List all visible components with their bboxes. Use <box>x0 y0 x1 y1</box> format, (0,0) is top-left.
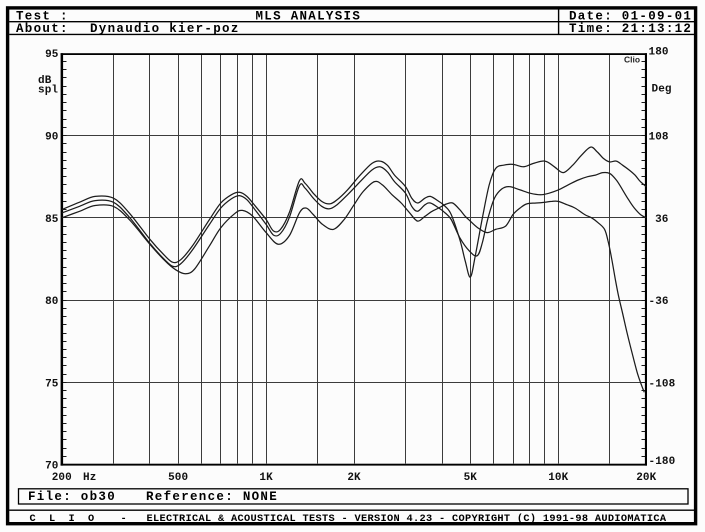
svg-text:File: ob30: File: ob30 <box>28 490 116 504</box>
svg-text:2K: 2K <box>347 472 361 484</box>
svg-text:-180: -180 <box>649 456 676 468</box>
svg-text:108: 108 <box>649 132 669 144</box>
svg-text:10K: 10K <box>548 472 568 484</box>
svg-text:About:: About: <box>16 22 69 36</box>
svg-text:-36: -36 <box>649 296 669 308</box>
svg-text:Deg: Deg <box>652 84 672 96</box>
svg-text:-108: -108 <box>649 378 676 390</box>
svg-text:95: 95 <box>45 49 59 61</box>
svg-text:C L I O - ELECTRICAL &: C L I O - ELECTRICAL & ACOUSTICAL TESTS … <box>30 513 667 525</box>
svg-text:5K: 5K <box>464 472 478 484</box>
svg-text:Dynaudio kier-poz: Dynaudio kier-poz <box>90 22 240 36</box>
svg-text:70: 70 <box>45 461 58 473</box>
svg-text:Clio: Clio <box>624 55 640 65</box>
svg-text:20K: 20K <box>636 472 656 484</box>
svg-text:500: 500 <box>168 472 188 484</box>
svg-text:Date: 01-09-01: Date: 01-09-01 <box>569 10 692 24</box>
svg-text:Reference: NONE: Reference: NONE <box>146 490 278 504</box>
svg-text:90: 90 <box>45 132 58 144</box>
svg-text:Time: 21:13:12: Time: 21:13:12 <box>569 22 692 36</box>
svg-text:Hz: Hz <box>83 472 96 484</box>
svg-text:1K: 1K <box>259 472 273 484</box>
svg-text:dB: dB <box>38 75 52 87</box>
svg-text:MLS ANALYSIS: MLS ANALYSIS <box>256 10 362 24</box>
svg-text:200: 200 <box>52 472 72 484</box>
svg-text:180: 180 <box>649 47 669 59</box>
svg-text:80: 80 <box>45 296 58 308</box>
svg-text:Test :: Test : <box>16 10 69 24</box>
svg-text:75: 75 <box>45 378 59 390</box>
svg-text:spl: spl <box>38 85 58 97</box>
svg-text:36: 36 <box>655 214 668 226</box>
svg-text:85: 85 <box>45 214 59 226</box>
